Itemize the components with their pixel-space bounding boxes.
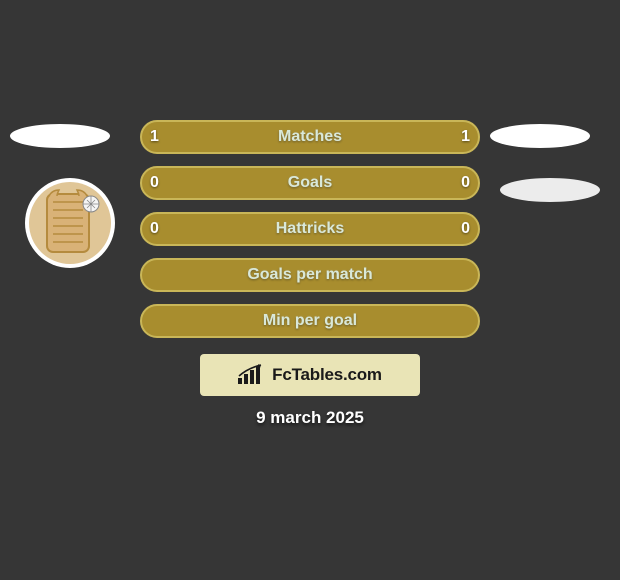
stat-label: Min per goal — [140, 304, 480, 338]
stat-row: Goals per match — [0, 258, 620, 292]
stat-row: Min per goal — [0, 304, 620, 338]
stat-value-right: 1 — [461, 120, 470, 154]
stat-label: Matches — [140, 120, 480, 154]
source-logo-text: FcTables.com — [272, 365, 382, 385]
stat-value-left: 0 — [150, 212, 159, 246]
stat-label: Hattricks — [140, 212, 480, 246]
stats-rows: Matches11Goals00Hattricks00Goals per mat… — [0, 120, 620, 350]
stat-row: Matches1 1 — [0, 120, 620, 154]
date-text: 9 march 2025 — [0, 408, 620, 428]
bar-chart-icon — [238, 364, 266, 386]
source-logo: FcTables.com — [200, 354, 420, 396]
stat-value-left: 0 — [150, 166, 159, 200]
stat-value-right: 0 — [461, 166, 470, 200]
stat-label: Goals per match — [140, 258, 480, 292]
stat-row: Hattricks0 0 — [0, 212, 620, 246]
stat-label: Goals — [140, 166, 480, 200]
stat-value-left: 1 — [150, 120, 159, 154]
stat-row: Goals0 0 — [0, 166, 620, 200]
stat-value-right: 0 — [461, 212, 470, 246]
